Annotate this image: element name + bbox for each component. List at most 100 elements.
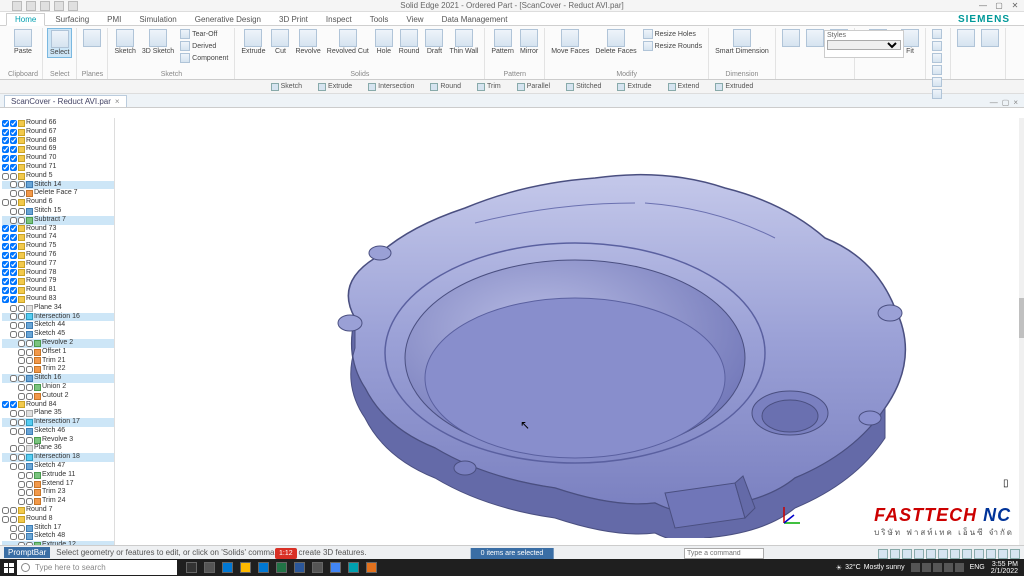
tree-item[interactable]: Plane 34 [2, 304, 114, 313]
doctab-max-icon[interactable]: ▢ [1002, 98, 1010, 107]
tree-checkbox[interactable] [10, 225, 17, 232]
tree-item[interactable]: Stitch 17 [2, 524, 114, 533]
tree-item[interactable]: Round 77 [2, 260, 114, 269]
ribbon-button[interactable]: Mirror [518, 28, 540, 56]
taskbar-app[interactable] [183, 559, 200, 576]
tray-icon[interactable] [911, 563, 920, 572]
tree-visibility-checkbox[interactable] [10, 305, 17, 312]
tree-visibility-checkbox[interactable] [2, 146, 9, 153]
tree-item[interactable]: Extrude 11 [2, 471, 114, 480]
tray-icon[interactable] [955, 563, 964, 572]
tree-visibility-checkbox[interactable] [10, 181, 17, 188]
tree-checkbox[interactable] [18, 313, 25, 320]
tree-checkbox[interactable] [18, 445, 25, 452]
qat-print-icon[interactable] [68, 1, 78, 11]
document-tab-close-icon[interactable]: × [115, 97, 120, 106]
tree-visibility-checkbox[interactable] [18, 472, 25, 479]
tree-visibility-checkbox[interactable] [18, 481, 25, 488]
ribbon-button-small[interactable]: Resize Rounds [641, 40, 704, 52]
status-icon[interactable] [950, 549, 960, 559]
ribbon-tab-tools[interactable]: Tools [362, 14, 397, 25]
tree-checkbox[interactable] [10, 252, 17, 259]
tree-item[interactable]: Round 67 [2, 128, 114, 137]
viewport-scrollbar-v[interactable] [1019, 118, 1024, 545]
tree-visibility-checkbox[interactable] [2, 225, 9, 232]
tree-item[interactable]: Cutout 2 [2, 392, 114, 401]
tree-visibility-checkbox[interactable] [18, 349, 25, 356]
taskbar-app[interactable] [309, 559, 326, 576]
ribbon-button[interactable] [804, 28, 826, 49]
taskbar-app[interactable] [237, 559, 254, 576]
status-icon[interactable] [938, 549, 948, 559]
ribbon-button-small[interactable]: Resize Holes [641, 28, 704, 40]
tree-item[interactable]: Round 81 [2, 286, 114, 295]
status-icon[interactable] [974, 549, 984, 559]
tree-checkbox[interactable] [18, 331, 25, 338]
tree-checkbox[interactable] [26, 489, 33, 496]
ribbon-button[interactable]: Sketch [112, 28, 137, 56]
tree-checkbox[interactable] [18, 525, 25, 532]
tree-item[interactable]: Intersection 17 [2, 418, 114, 427]
tree-item[interactable]: Stitch 16 [2, 374, 114, 383]
tree-checkbox[interactable] [18, 454, 25, 461]
tree-visibility-checkbox[interactable] [10, 428, 17, 435]
status-icon[interactable] [998, 549, 1008, 559]
tree-checkbox[interactable] [10, 287, 17, 294]
tree-checkbox[interactable] [10, 120, 17, 127]
doctab-min-icon[interactable]: — [990, 98, 998, 107]
status-icon[interactable] [902, 549, 912, 559]
ribbon-button-small[interactable]: Tear-Off [178, 28, 230, 40]
tree-checkbox[interactable] [10, 164, 17, 171]
ribbon-button[interactable]: Draft [423, 28, 445, 56]
document-tab[interactable]: ScanCover - Reduct AVI.par × [4, 95, 127, 107]
ribbon-button[interactable] [955, 28, 977, 49]
tree-item[interactable]: Trim 24 [2, 497, 114, 506]
tree-item[interactable]: Plane 35 [2, 409, 114, 418]
ribbon-button[interactable]: Hole [373, 28, 395, 56]
tree-visibility-checkbox[interactable] [10, 190, 17, 197]
tree-item[interactable]: Revolve 2 [2, 339, 114, 348]
tree-checkbox[interactable] [18, 419, 25, 426]
tray-icon[interactable] [944, 563, 953, 572]
tree-visibility-checkbox[interactable] [2, 296, 9, 303]
tree-visibility-checkbox[interactable] [2, 507, 9, 514]
ribbon-button-small[interactable] [930, 88, 946, 100]
tree-item[interactable]: Revolve 3 [2, 436, 114, 445]
tree-visibility-checkbox[interactable] [10, 454, 17, 461]
ribbon-button-small[interactable]: Component [178, 52, 230, 64]
tree-item[interactable]: Round 8 [2, 515, 114, 524]
filter-button[interactable]: Extrude [314, 83, 356, 91]
tree-visibility-checkbox[interactable] [10, 533, 17, 540]
tree-item[interactable]: Sketch 46 [2, 427, 114, 436]
ribbon-tab-simulation[interactable]: Simulation [131, 14, 184, 25]
tree-checkbox[interactable] [26, 498, 33, 505]
tree-item[interactable]: Round 71 [2, 163, 114, 172]
status-icon[interactable] [926, 549, 936, 559]
tree-item[interactable]: Trim 22 [2, 365, 114, 374]
ribbon-button[interactable]: 3D Sketch [140, 28, 176, 56]
tree-checkbox[interactable] [26, 357, 33, 364]
tree-visibility-checkbox[interactable] [2, 287, 9, 294]
tree-item[interactable]: Offset 1 [2, 348, 114, 357]
tree-checkbox[interactable] [10, 243, 17, 250]
tree-item[interactable]: Round 70 [2, 154, 114, 163]
ribbon-button[interactable]: Smart Dimension [713, 28, 771, 56]
tree-visibility-checkbox[interactable] [2, 137, 9, 144]
tree-visibility-checkbox[interactable] [2, 261, 9, 268]
viewport-3d[interactable]: ↖ ▯ FASTTECH NC บริษัท ฟาสท์เทค เอ็นซี จ… [115, 118, 1024, 545]
tree-visibility-checkbox[interactable] [18, 340, 25, 347]
status-icon[interactable] [914, 549, 924, 559]
tree-item[interactable]: Union 2 [2, 383, 114, 392]
tree-visibility-checkbox[interactable] [2, 234, 9, 241]
tree-checkbox[interactable] [18, 322, 25, 329]
tree-checkbox[interactable] [10, 173, 17, 180]
ribbon-tab-inspect[interactable]: Inspect [318, 14, 360, 25]
tree-visibility-checkbox[interactable] [10, 410, 17, 417]
tree-visibility-checkbox[interactable] [18, 393, 25, 400]
tray-clock[interactable]: 3:55 PM 2/1/2022 [991, 561, 1018, 575]
tree-checkbox[interactable] [18, 208, 25, 215]
tree-item[interactable]: Round 68 [2, 137, 114, 146]
tree-checkbox[interactable] [26, 349, 33, 356]
tray-icon[interactable] [933, 563, 942, 572]
ribbon-button[interactable]: Round [397, 28, 422, 56]
